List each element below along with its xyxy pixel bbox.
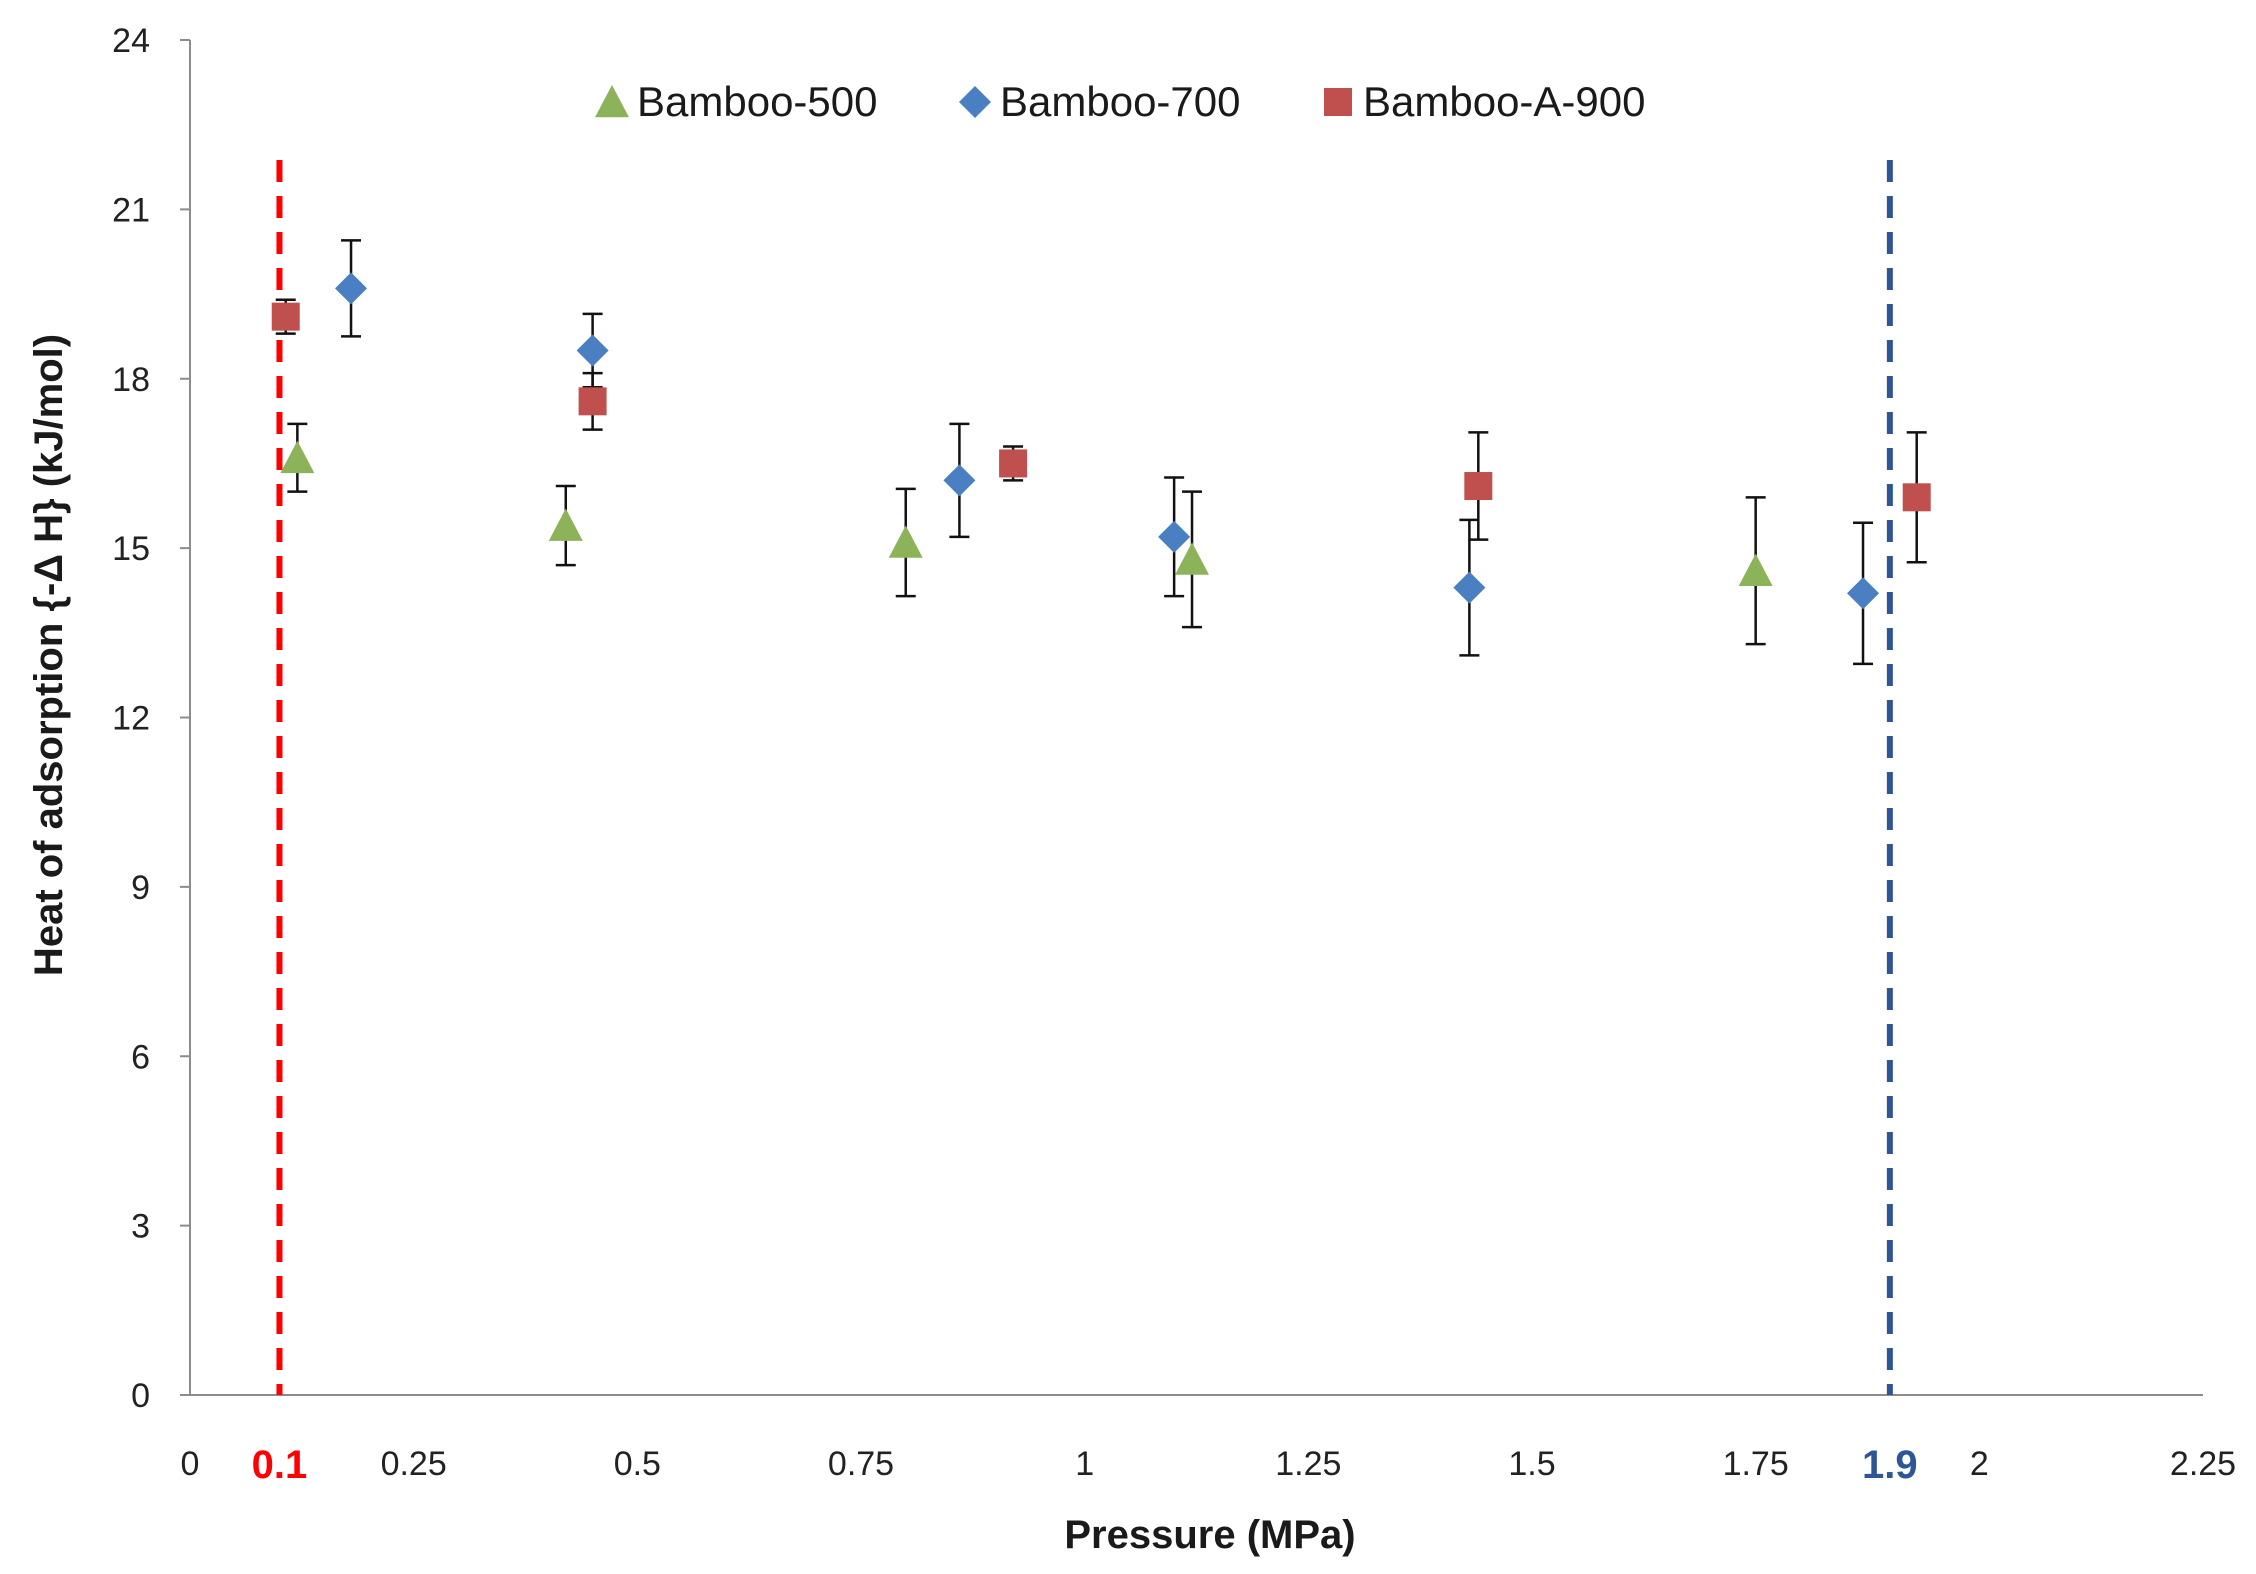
y-tick-label: 3 [131, 1208, 150, 1246]
reference-lines: 0.1 1.9 [252, 160, 1918, 1487]
x-tick-label: 0 [181, 1445, 200, 1483]
legend-marker [959, 86, 991, 118]
reference-line-label: 1.9 [1862, 1443, 1918, 1487]
series-bamboo-700 [335, 239, 1880, 666]
x-tick-label: 0.75 [828, 1445, 894, 1483]
data-point [271, 302, 300, 331]
data-point [1158, 520, 1191, 553]
y-tick-label: 12 [112, 700, 150, 738]
legend: Bamboo-500 Bamboo-700 Bamboo-A-900 [595, 78, 1646, 125]
legend-marker [1324, 88, 1352, 116]
data-point [999, 449, 1028, 478]
series-bamboo-500 [280, 422, 1773, 646]
y-tick-label: 18 [112, 361, 150, 399]
reference-line-label: 0.1 [252, 1443, 308, 1487]
data-point [1464, 472, 1493, 501]
y-tick-label: 24 [112, 22, 150, 60]
legend-marker [595, 85, 629, 118]
y-tick-label: 15 [112, 530, 150, 568]
x-tick-label: 1.25 [1275, 1445, 1341, 1483]
data-point [1738, 553, 1773, 587]
y-axis-title: Heat of adsorption {-Δ H} (kJ/mol) [27, 334, 71, 976]
x-tick-label: 1.5 [1508, 1445, 1555, 1483]
x-tick-label: 1.75 [1723, 1445, 1789, 1483]
legend-label: Bamboo-A-900 [1363, 78, 1646, 125]
y-tick-label: 0 [131, 1377, 150, 1415]
data-point [1902, 483, 1931, 512]
y-tick-label: 9 [131, 869, 150, 907]
data-point [1847, 577, 1880, 610]
x-tick-label: 0.25 [381, 1445, 447, 1483]
data-series [271, 239, 1931, 666]
x-axis-title: Pressure (MPa) [1064, 1513, 1355, 1557]
x-tick-labels: 0 0.25 0.5 0.75 1 1.25 1.5 1.75 2 2.25 [181, 1445, 2237, 1483]
x-tick-label: 0.5 [614, 1445, 661, 1483]
legend-label: Bamboo-700 [1000, 78, 1241, 125]
x-tick-label: 1 [1075, 1445, 1094, 1483]
y-tick-label: 6 [131, 1038, 150, 1076]
data-point [888, 525, 923, 558]
data-point [576, 334, 609, 367]
data-point [335, 272, 368, 305]
y-tick-labels: 0 3 6 9 12 15 18 21 24 [112, 22, 190, 1415]
data-point [1175, 542, 1210, 575]
x-tick-label: 2.25 [2170, 1445, 2236, 1483]
axes [189, 40, 2203, 1396]
x-tick-label: 2 [1970, 1445, 1989, 1483]
legend-label: Bamboo-500 [637, 78, 878, 125]
data-point [280, 440, 315, 474]
data-point [578, 387, 607, 416]
series-bamboo-a-900 [271, 298, 1931, 564]
data-point [943, 464, 976, 497]
data-point [1453, 571, 1486, 604]
data-point [548, 508, 583, 541]
y-tick-label: 21 [112, 191, 150, 229]
